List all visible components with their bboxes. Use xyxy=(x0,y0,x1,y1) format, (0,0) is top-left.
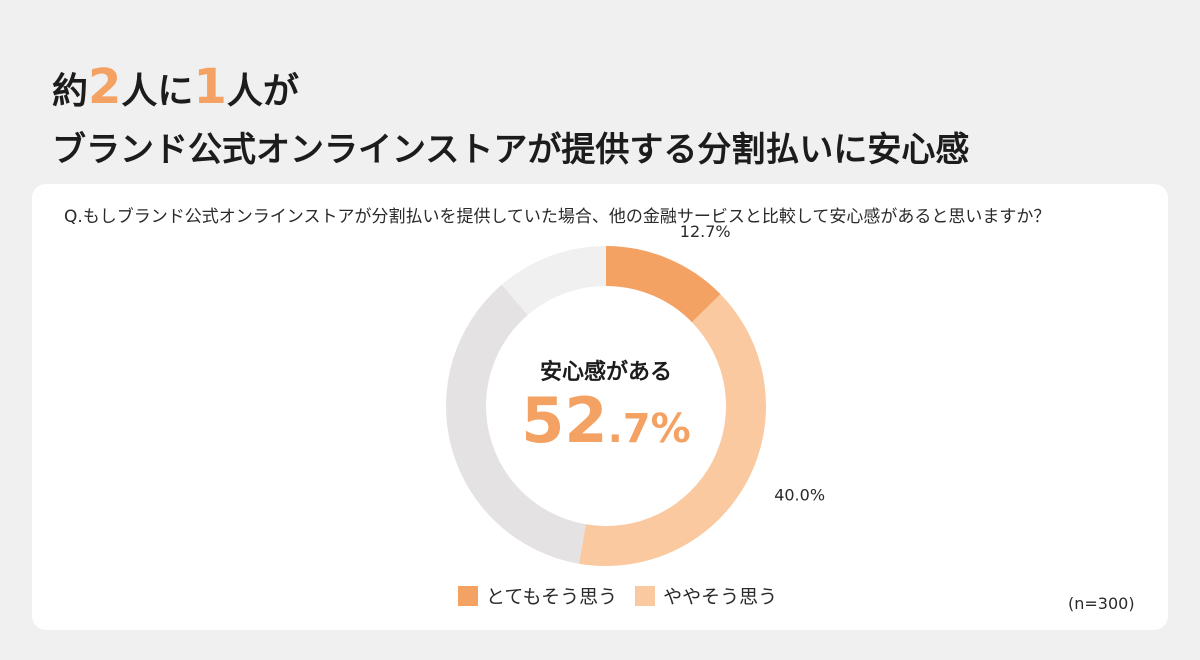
headline-prefix: 約 xyxy=(52,71,89,112)
legend-swatch-somewhat xyxy=(635,585,656,606)
headline-line1: 約2人に1人が xyxy=(52,58,969,116)
center-label: 安心感がある xyxy=(539,360,672,385)
headline-number-2: 2 xyxy=(88,59,122,115)
legend-label-somewhat: ややそう思う xyxy=(663,586,778,608)
survey-question: Q.もしブランド公式オンラインストアが分割払いを提供していた場合、他の金融サービ… xyxy=(64,207,1051,227)
sample-size: (n=300) xyxy=(1068,594,1135,613)
donut-slice-1 xyxy=(578,294,767,566)
donut-slice-0 xyxy=(606,246,721,323)
chart-legend: とてもそう思う ややそう思う xyxy=(458,582,777,609)
headline: 約2人に1人が ブランド公式オンラインストアが提供する分割払いに安心感 xyxy=(52,58,969,174)
center-value-decimal: .7% xyxy=(607,406,691,452)
legend-item-somewhat: ややそう思う xyxy=(635,582,777,609)
headline-number-1: 1 xyxy=(193,59,227,115)
donut-slice-2 xyxy=(446,284,586,564)
center-value-integer: 52 xyxy=(521,384,608,457)
legend-swatch-very xyxy=(458,585,478,606)
donut-data-label-0: 12.7% xyxy=(680,222,731,241)
chart-card: Q.もしブランド公式オンラインストアが分割払いを提供していた場合、他の金融サービ… xyxy=(32,184,1168,630)
legend-label-very: とてもそう思う xyxy=(486,586,618,608)
headline-line2: ブランド公式オンラインストアが提供する分割払いに安心感 xyxy=(52,130,970,170)
donut-chart: 12.7% 40.0% xyxy=(446,222,825,566)
headline-suffix: 人が xyxy=(226,71,299,112)
legend-item-very: とてもそう思う xyxy=(458,582,617,609)
center-value: 52.7% xyxy=(456,384,756,457)
donut-slice-3 xyxy=(501,246,606,315)
headline-middle: 人に xyxy=(121,71,194,112)
donut-data-label-1: 40.0% xyxy=(774,485,825,504)
